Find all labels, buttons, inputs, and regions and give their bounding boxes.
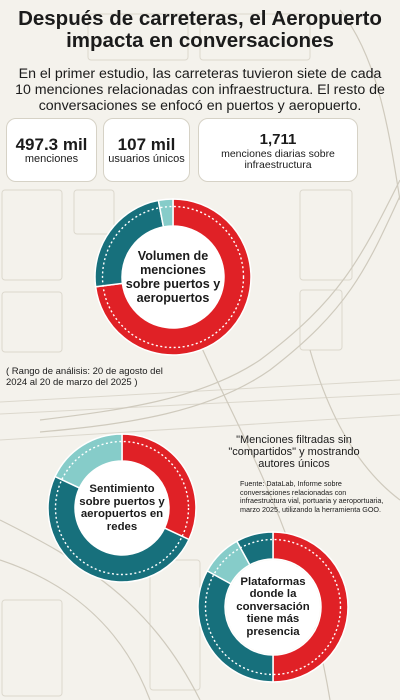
analysis-range-note: ( Rango de análisis: 20 de agosto del 20… [6, 366, 163, 388]
chart-title: Plataformas donde la conversación tiene … [236, 575, 310, 638]
filter-note: "Menciones filtradas sin "compartidos" y… [228, 434, 360, 470]
donut-chart-volume [94, 198, 252, 356]
stat-label: menciones diarias sobre infraestructura [221, 148, 335, 171]
stat-value: 107 mil [117, 135, 176, 154]
stat-card-mentions: 497.3 mil menciones [6, 118, 97, 182]
donut-dotted-ring [101, 205, 245, 349]
stat-value: 497.3 mil [15, 135, 88, 154]
donut-center-label: Sentimiento sobre puertos y aeropuertos … [75, 461, 169, 555]
source-note: Fuente: DataLab, Informe sobre conversac… [240, 479, 384, 514]
donut-center-label: Volumen de menciones sobre puertos y aer… [122, 226, 224, 328]
stat-label: menciones [24, 153, 79, 165]
chart-title: Sentimiento sobre puertos y aeropuertos … [79, 483, 165, 533]
stat-card-users: 107 mil usuarios únicos [103, 118, 190, 182]
donut-dotted-ring [54, 440, 190, 576]
stat-value: 1,711 [259, 131, 297, 148]
donut-chart-platforms [197, 531, 349, 683]
stat-card-daily: 1,711 menciones diarias sobre infraestru… [198, 118, 358, 182]
page-title: Después de carreteras, el Aeropuerto imp… [18, 7, 382, 52]
stat-label: usuarios únicos [108, 153, 185, 165]
donut-chart-sentiment [47, 433, 197, 583]
intro-text: En el primer estudio, las carreteras tuv… [15, 66, 385, 114]
chart-title: Volumen de menciones sobre puertos y aer… [125, 249, 221, 305]
donut-dotted-ring [204, 538, 342, 676]
donut-center-label: Plataformas donde la conversación tiene … [226, 560, 320, 654]
